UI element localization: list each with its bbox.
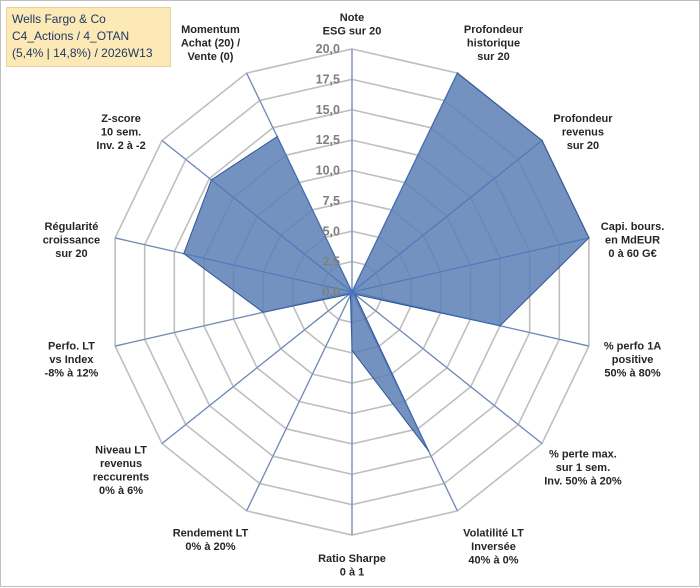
title-performance: (5,4% | 14,8%) / 2026W13 bbox=[12, 46, 153, 60]
tick-label-5: 12,5 bbox=[316, 133, 340, 147]
axis-label-line: Inv. 50% à 20% bbox=[544, 476, 622, 488]
axis-label-line: positive bbox=[612, 354, 654, 366]
axis-label-line: Inversée bbox=[471, 541, 516, 553]
series-spoke-4 bbox=[351, 291, 589, 347]
axis-label-0: Note ESG sur 20 bbox=[323, 12, 382, 38]
series-spoke-2 bbox=[351, 140, 543, 293]
axis-label-line: sur 20 bbox=[477, 51, 509, 63]
axis-label-line: Inv. 2 à -2 bbox=[96, 140, 145, 152]
series-spoke-6 bbox=[351, 291, 458, 512]
tick-label-2: 5,0 bbox=[323, 224, 340, 238]
series-spoke-5 bbox=[351, 291, 543, 444]
axis-label-9: Niveau LT revenus reccurents 0% à 6% bbox=[93, 444, 149, 497]
series-spoke-11 bbox=[115, 237, 353, 293]
axis-label-line: historique bbox=[467, 37, 520, 49]
axis-label-line: ESG sur 20 bbox=[323, 26, 382, 38]
axis-label-line: 50% à 80% bbox=[604, 368, 660, 380]
axis-label-line: Ratio Sharpe bbox=[318, 553, 386, 565]
axis-label-line: Momentum bbox=[181, 24, 240, 36]
axis-label-line: 40% à 0% bbox=[468, 555, 518, 567]
axis-label-line: revenus bbox=[562, 126, 604, 138]
axis-label-line: 0% à 20% bbox=[185, 541, 235, 553]
series-spoke-10 bbox=[115, 291, 353, 347]
axis-label-line: Régularité bbox=[45, 221, 99, 233]
axis-label-line: 0% à 6% bbox=[99, 485, 143, 497]
axis-label-line: 10 sem. bbox=[101, 126, 141, 138]
axis-label-line: croissance bbox=[43, 234, 100, 246]
axis-label-11: Régularité croissance sur 20 bbox=[43, 221, 100, 260]
axis-label-line: % perfo 1A bbox=[604, 341, 662, 353]
axis-label-5: % perte max. sur 1 sem. Inv. 50% à 20% bbox=[544, 449, 622, 488]
axis-label-12: Z-score 10 sem. Inv. 2 à -2 bbox=[96, 113, 145, 152]
axis-label-line: revenus bbox=[100, 458, 142, 470]
series-spoke-8 bbox=[246, 291, 353, 512]
axis-label-2: Profondeur revenus sur 20 bbox=[553, 113, 613, 152]
axis-labels: Note ESG sur 20 Profondeur historique sur 20… bbox=[43, 12, 665, 579]
axis-label-7: Ratio Sharpe 0 à 1 bbox=[318, 553, 386, 579]
series-spoke-13 bbox=[246, 72, 353, 293]
axis-label-line: Capi. bours. bbox=[601, 221, 665, 233]
series-spoke-3 bbox=[351, 237, 589, 293]
tick-label-3: 7,5 bbox=[323, 194, 340, 208]
axis-label-line: en MdEUR bbox=[605, 234, 660, 246]
axis-label-line: Niveau LT bbox=[95, 444, 147, 456]
axis-label-line: 0 à 60 G€ bbox=[608, 248, 656, 260]
axis-label-line: Note bbox=[340, 12, 364, 24]
axis-label-line: sur 1 sem. bbox=[556, 462, 610, 474]
tick-label-4: 10,0 bbox=[316, 164, 340, 178]
axis-label-line: -8% à 12% bbox=[45, 368, 99, 380]
tick-label-0: 0,0 bbox=[323, 285, 340, 299]
axis-label-8: Rendement LT 0% à 20% bbox=[173, 528, 249, 554]
axis-label-line: 0 à 1 bbox=[340, 567, 364, 579]
axis-label-13: Momentum Achat (20) / Vente (0) bbox=[181, 24, 240, 63]
axis-label-line: sur 20 bbox=[567, 140, 599, 152]
axis-label-1: Profondeur historique sur 20 bbox=[464, 24, 524, 63]
tick-label-1: 2,5 bbox=[323, 255, 340, 269]
axis-label-line: vs Index bbox=[49, 354, 94, 366]
title-company: Wells Fargo & Co bbox=[12, 12, 106, 26]
title-portfolio: C4_Actions / 4_OTAN bbox=[12, 29, 130, 43]
radial-tick-labels: 0,0 2,5 5,0 7,5 10,0 12,5 15,0 17,5 20,0 bbox=[316, 42, 340, 299]
axis-label-line: Profondeur bbox=[464, 24, 524, 36]
axis-label-line: Vente (0) bbox=[188, 51, 234, 63]
axis-label-line: Volatilité LT bbox=[463, 528, 524, 540]
axis-label-line: reccurents bbox=[93, 471, 149, 483]
axis-label-6: Volatilité LT Inversée 40% à 0% bbox=[463, 528, 524, 567]
radar-series bbox=[115, 49, 590, 535]
axis-label-10: Perfo. LT vs Index -8% à 12% bbox=[45, 341, 99, 380]
axis-label-line: % perte max. bbox=[549, 449, 617, 461]
series-spoke-12 bbox=[161, 140, 353, 293]
axis-label-line: Achat (20) / bbox=[181, 37, 240, 49]
axis-label-line: sur 20 bbox=[55, 248, 87, 260]
tick-label-7: 17,5 bbox=[316, 72, 340, 86]
series-spoke-1 bbox=[351, 72, 458, 293]
chart-title-box: Wells Fargo & Co C4_Actions / 4_OTAN (5,… bbox=[6, 7, 171, 67]
tick-label-8: 20,0 bbox=[316, 42, 340, 56]
axis-label-4: % perfo 1A positive 50% à 80% bbox=[604, 341, 662, 380]
axis-label-3: Capi. bours. en MdEUR 0 à 60 G€ bbox=[601, 221, 665, 260]
axis-label-line: Rendement LT bbox=[173, 528, 249, 540]
series-spoke-9 bbox=[161, 291, 353, 444]
axis-label-line: Perfo. LT bbox=[48, 341, 95, 353]
tick-label-6: 15,0 bbox=[316, 103, 340, 117]
axis-label-line: Z-score bbox=[101, 113, 141, 125]
axis-label-line: Profondeur bbox=[553, 113, 613, 125]
series-area bbox=[183, 72, 590, 452]
